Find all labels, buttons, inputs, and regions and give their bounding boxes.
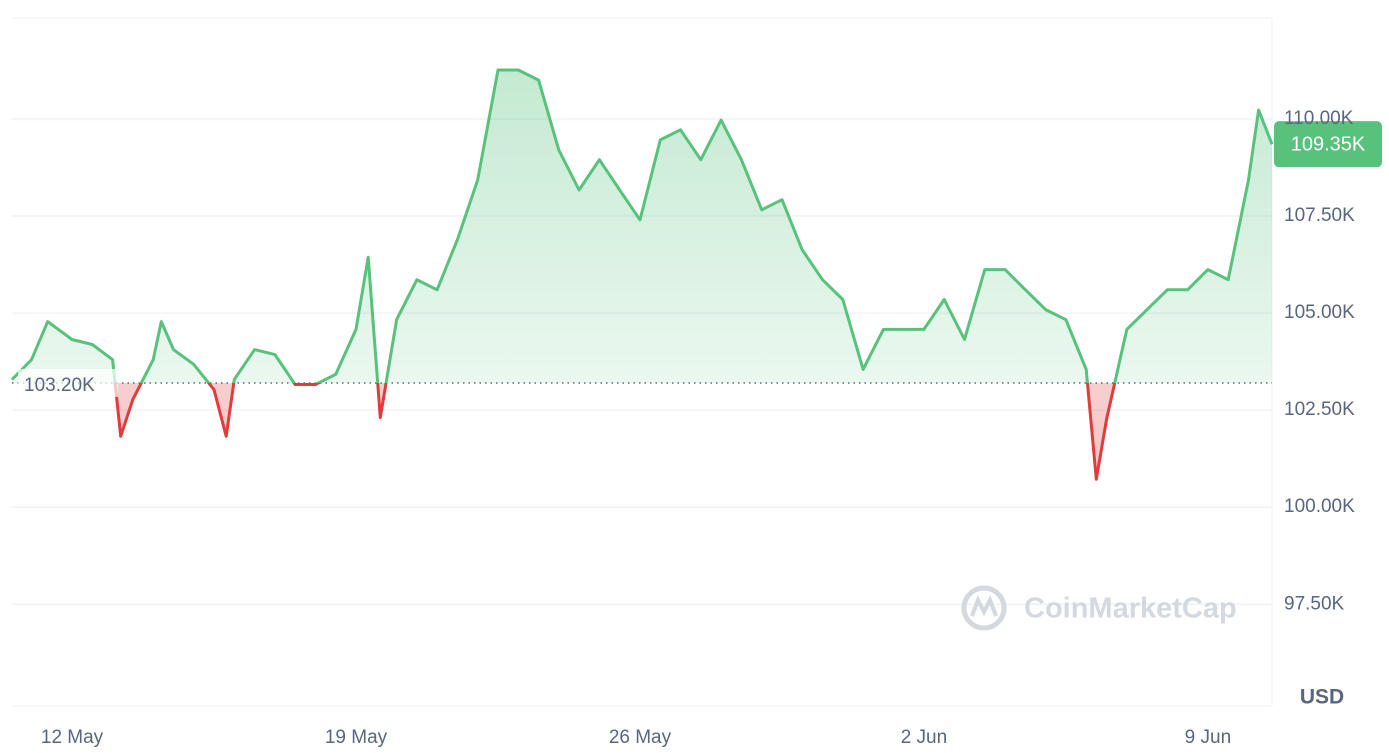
area-above bbox=[12, 70, 1272, 383]
y-tick-label: 102.50K bbox=[1284, 399, 1355, 420]
x-tick-label: 19 May bbox=[325, 727, 388, 748]
last-price-badge bbox=[1274, 121, 1382, 168]
watermark-text: CoinMarketCap bbox=[1024, 593, 1237, 625]
y-tick-label: 100.00K bbox=[1284, 496, 1355, 517]
y-tick-label: 97.50K bbox=[1284, 593, 1345, 614]
y-tick-label: 110.00K bbox=[1284, 108, 1354, 129]
baseline-label: 103.20K bbox=[24, 375, 95, 396]
x-tick-label: 2 Jun bbox=[901, 727, 947, 748]
y-tick-label: 105.00K bbox=[1284, 302, 1355, 323]
watermark: CoinMarketCap bbox=[961, 585, 1237, 631]
baseline-label-bg bbox=[18, 368, 118, 397]
watermark-logo bbox=[970, 595, 998, 617]
x-tick-label: 26 May bbox=[609, 727, 672, 748]
last-price-label: 109.35K bbox=[1291, 133, 1366, 155]
currency-label: USD bbox=[1300, 686, 1344, 709]
watermark-logo bbox=[961, 585, 1007, 631]
x-tick-label: 12 May bbox=[41, 727, 104, 748]
x-tick-label: 9 Jun bbox=[1185, 727, 1231, 748]
price-line-up bbox=[10, 68, 1274, 383]
y-tick-label: 107.50K bbox=[1284, 205, 1355, 226]
